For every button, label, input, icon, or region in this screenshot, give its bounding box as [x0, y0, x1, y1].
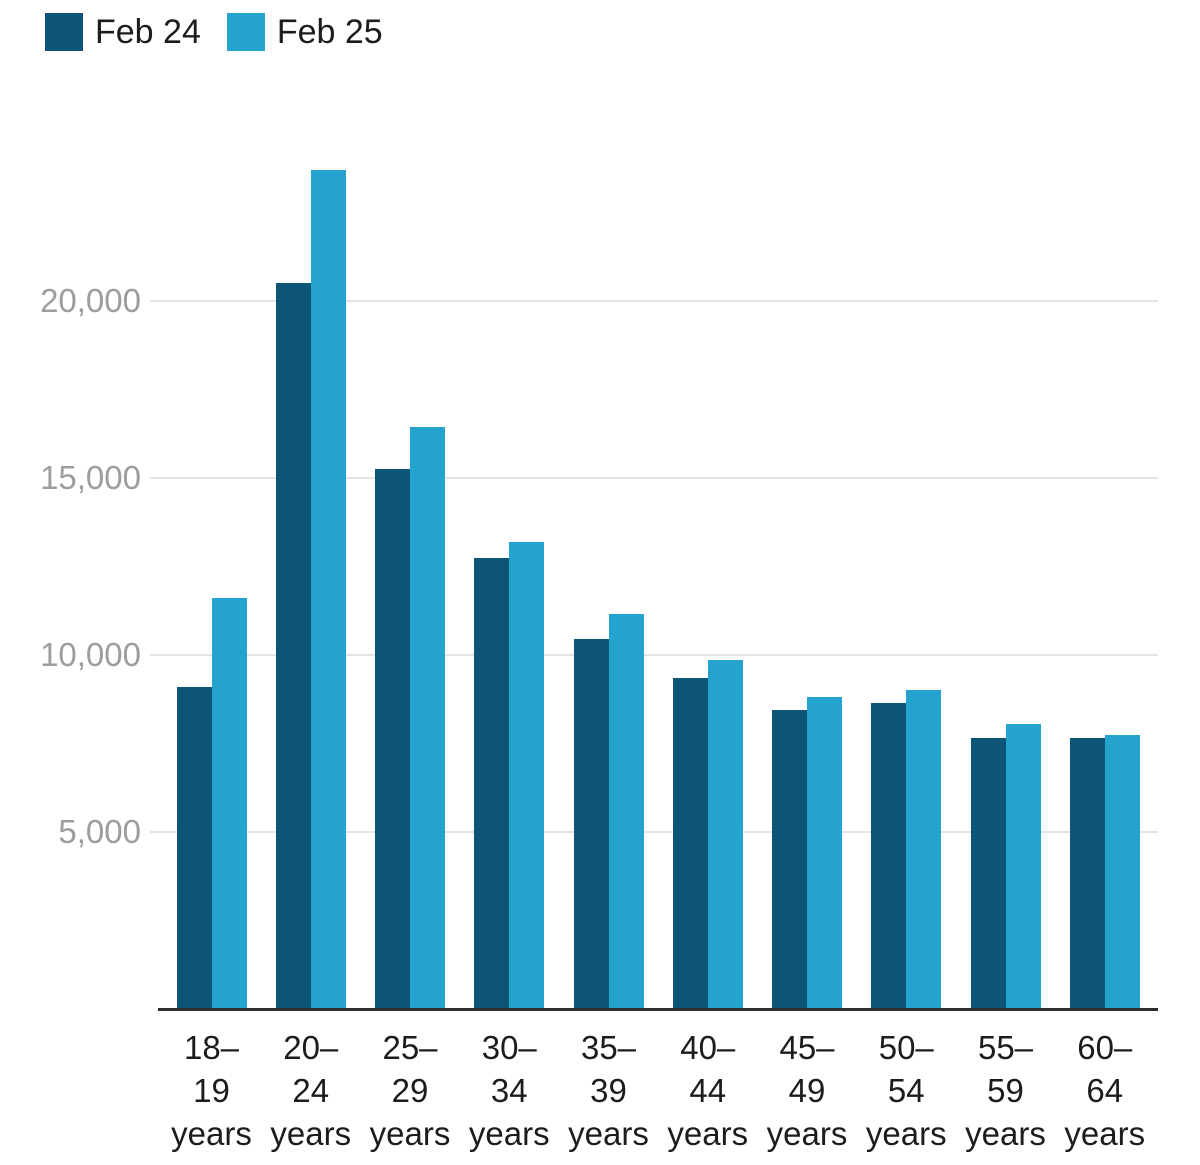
bar-feb-25-60-64-years[interactable] [1104, 734, 1140, 1009]
x-tick-label-line: years [270, 1115, 352, 1152]
x-tick-label-18-19-years: 18– 19 years [152, 1026, 272, 1155]
y-tick-label-10000: 10,000 [40, 636, 141, 673]
gridline-15000 [150, 477, 1158, 479]
y-tick-label-20000: 20,000 [40, 282, 141, 319]
legend-swatch-feb-25 [226, 13, 265, 51]
bar-feb-24-35-39-years[interactable] [573, 639, 609, 1009]
x-tick-label-line: years [171, 1115, 252, 1152]
x-tick-label-line: years [568, 1115, 649, 1152]
x-tick-label-line: 30– [481, 1029, 537, 1066]
bar-feb-24-50-54-years[interactable] [871, 702, 907, 1009]
x-tick-label-line: 34 [490, 1072, 528, 1109]
legend: Feb 24 Feb 25 [45, 13, 383, 51]
bar-feb-25-25-29-years[interactable] [410, 426, 445, 1009]
bar-feb-24-30-34-years[interactable] [474, 557, 510, 1009]
x-tick-label-line: 55– [977, 1029, 1034, 1066]
x-tick-label-line: years [965, 1115, 1046, 1152]
x-tick-label-55-59-years: 55– 59 years [946, 1026, 1066, 1155]
x-tick-label-line: 18– [183, 1029, 240, 1066]
x-axis-line [158, 1008, 1158, 1011]
bar-feb-24-45-49-years[interactable] [772, 709, 807, 1009]
x-tick-label-line: 19 [193, 1072, 230, 1109]
x-tick-label-60-64-years: 60– 64 years [1045, 1026, 1165, 1155]
y-tick-label-5000: 5,000 [58, 813, 141, 850]
x-tick-label-line: 29 [391, 1072, 429, 1109]
x-tick-label-line: 20– [283, 1029, 339, 1066]
x-tick-label-20-24-years: 20– 24 years [251, 1026, 371, 1155]
gridline-10000 [150, 654, 1158, 656]
x-tick-label-line: years [667, 1115, 749, 1152]
x-tick-label-line: 39 [590, 1072, 627, 1109]
bar-feb-24-25-29-years[interactable] [375, 469, 410, 1009]
x-tick-label-50-54-years: 50– 54 years [846, 1026, 966, 1155]
bar-feb-25-45-49-years[interactable] [807, 697, 842, 1009]
bar-feb-24-18-19-years[interactable] [176, 686, 212, 1009]
x-tick-label-line: 45– [779, 1029, 835, 1066]
x-tick-label-line: 24 [292, 1072, 330, 1109]
x-tick-label-line: years [865, 1115, 947, 1152]
x-tick-label-line: 49 [788, 1072, 826, 1109]
bar-feb-25-55-59-years[interactable] [1005, 724, 1041, 1009]
legend-label-feb-25: Feb 25 [276, 13, 383, 51]
legend-swatch-feb-24 [45, 13, 83, 51]
bar-feb-25-35-39-years[interactable] [608, 614, 644, 1009]
legend-item-feb-24[interactable]: Feb 24 [45, 13, 201, 51]
bar-feb-24-55-59-years[interactable] [970, 738, 1006, 1009]
x-tick-label-line: 60– [1077, 1029, 1133, 1066]
x-tick-label-line: years [766, 1115, 848, 1152]
gridline-5000 [150, 831, 1158, 833]
bar-feb-25-40-44-years[interactable] [707, 660, 743, 1009]
x-tick-label-line: 40– [680, 1029, 736, 1066]
x-tick-label-line: 64 [1086, 1072, 1124, 1109]
legend-label-feb-24: Feb 24 [95, 13, 201, 51]
y-tick-label-15000: 15,000 [40, 459, 141, 496]
bar-feb-24-40-44-years[interactable] [672, 678, 708, 1009]
bar-feb-25-30-34-years[interactable] [509, 541, 545, 1009]
legend-item-feb-25[interactable]: Feb 25 [226, 13, 383, 51]
x-tick-label-line: 35– [580, 1029, 637, 1066]
bar-feb-24-20-24-years[interactable] [275, 283, 311, 1009]
x-tick-label-25-29-years: 25– 29 years [350, 1026, 470, 1155]
bar-feb-25-20-24-years[interactable] [310, 170, 346, 1009]
x-tick-label-line: 44 [689, 1072, 727, 1109]
x-tick-label-35-39-years: 35– 39 years [549, 1026, 669, 1155]
x-tick-label-45-49-years: 45– 49 years [747, 1026, 867, 1155]
x-tick-label-line: years [1064, 1115, 1146, 1152]
x-tick-label-line: 25– [382, 1029, 438, 1066]
x-tick-label-line: 50– [878, 1029, 934, 1066]
gridline-20000 [150, 300, 1158, 302]
bar-feb-24-60-64-years[interactable] [1069, 738, 1105, 1009]
bar-feb-25-18-19-years[interactable] [211, 598, 247, 1009]
x-tick-label-line: 54 [887, 1072, 925, 1109]
bar-feb-25-50-54-years[interactable] [906, 690, 942, 1009]
x-tick-label-line: years [369, 1115, 451, 1152]
x-tick-label-40-44-years: 40– 44 years [648, 1026, 768, 1155]
x-tick-label-30-34-years: 30– 34 years [449, 1026, 569, 1155]
x-tick-label-line: 59 [987, 1072, 1024, 1109]
x-tick-label-line: years [468, 1115, 550, 1152]
